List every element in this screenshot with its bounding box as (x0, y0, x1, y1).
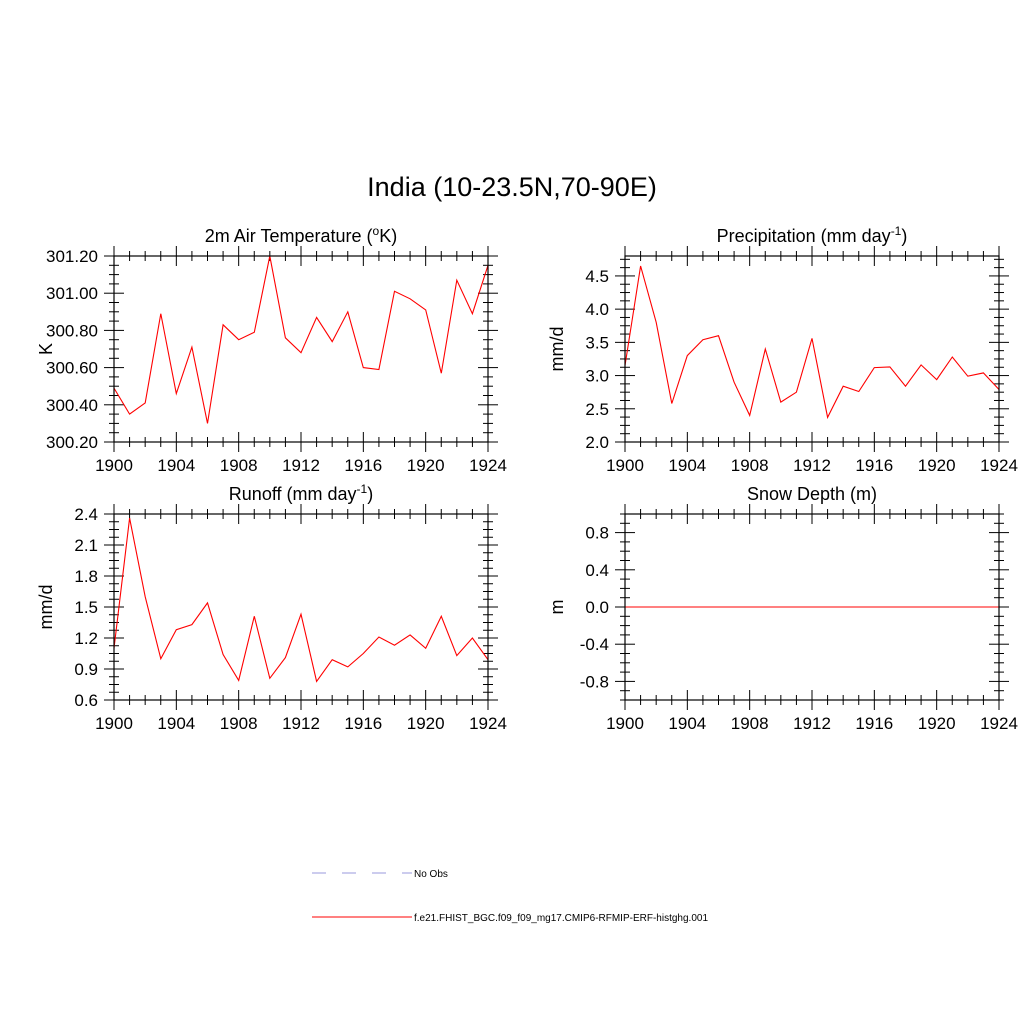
panel-title: Runoff (mm day-1) (229, 482, 373, 504)
y-tick-label: 0.6 (74, 691, 98, 710)
panel-title-end: ) (367, 484, 373, 504)
x-tick-label: 1900 (95, 714, 133, 733)
y-tick-label: 300.40 (46, 396, 98, 415)
y-tick-label: 1.5 (74, 598, 98, 617)
x-tick-label: 1908 (731, 714, 769, 733)
y-tick-label: -0.8 (580, 672, 609, 691)
y-tick-label: 3.5 (585, 333, 609, 352)
y-tick-label: 300.20 (46, 433, 98, 452)
y-tick-label: 300.60 (46, 359, 98, 378)
panel-title-text: Snow Depth (m) (747, 484, 877, 504)
x-tick-label: 1912 (793, 714, 831, 733)
y-tick-label: 0.9 (74, 660, 98, 679)
y-tick-label: 0.8 (585, 524, 609, 543)
y-tick-label: 2.0 (585, 433, 609, 452)
x-tick-label: 1920 (918, 714, 956, 733)
panel-title-text: Precipitation (mm day (717, 226, 891, 246)
legend-label-1: No Obs (414, 869, 448, 880)
plot-frame (113, 513, 489, 701)
plot-frame (113, 255, 489, 443)
panel-2: Precipitation (mm day-1) mm/d 1900 1904 1908… (547, 224, 1018, 475)
x-tick-label: 1920 (407, 714, 445, 733)
y-tick-label: 301.20 (46, 247, 98, 266)
legend-label-2: f.e21.FHIST_BGC.f09_f09_mg17.CMIP6-RFMIP… (414, 913, 708, 924)
panel-title-text: Runoff (mm day (229, 484, 357, 504)
y-tick-label: 2.1 (74, 536, 98, 555)
y-axis-label: mm/d (36, 585, 56, 630)
y-tick-label: 2.5 (585, 400, 609, 419)
x-tick-label: 1912 (282, 714, 320, 733)
panel-4: Snow Depth (m) m 1900 1904 1908 1912 1916 1920 1… (547, 484, 1018, 733)
y-tick-label: 3.0 (585, 367, 609, 386)
x-tick-label: 1908 (220, 714, 258, 733)
x-tick-label: 1916 (855, 456, 893, 475)
y-axis-label: mm/d (547, 327, 567, 372)
y-tick-label: 301.00 (46, 284, 98, 303)
series-line (113, 517, 489, 683)
panel-title-sup: -1 (891, 224, 902, 238)
y-axis-label: m (547, 600, 567, 615)
panel-title-text: 2m Air Temperature ( (205, 226, 373, 246)
panel-title-end: K) (379, 226, 397, 246)
panel-title-sup: -1 (357, 482, 368, 496)
y-tick-label: 1.8 (74, 567, 98, 586)
x-tick-label: 1904 (668, 714, 706, 733)
x-tick-label: 1912 (793, 456, 831, 475)
x-tick-label: 1908 (731, 456, 769, 475)
panel-3: Runoff (mm day-1) mm/d 1900 1904 1908 1912 191… (36, 482, 507, 733)
panel-title: Precipitation (mm day-1) (717, 224, 908, 246)
y-tick-label: 0.0 (585, 598, 609, 617)
x-tick-label: 1912 (282, 456, 320, 475)
y-axis-label: K (36, 343, 56, 355)
x-tick-label: 1908 (220, 456, 258, 475)
y-tick-label: -0.4 (580, 635, 609, 654)
y-tick-label: 4.0 (585, 300, 609, 319)
series-line (624, 265, 1000, 420)
x-tick-label: 1916 (344, 456, 382, 475)
y-tick-label: 2.4 (74, 505, 98, 524)
x-tick-label: 1924 (980, 714, 1018, 733)
series-line (113, 255, 489, 424)
panel-title-sup: o (373, 224, 380, 238)
panel-title: 2m Air Temperature (oK) (205, 224, 397, 246)
x-tick-label: 1900 (606, 714, 644, 733)
x-tick-label: 1924 (469, 714, 507, 733)
x-tick-label: 1924 (980, 456, 1018, 475)
x-tick-label: 1904 (157, 456, 195, 475)
x-tick-label: 1900 (606, 456, 644, 475)
x-tick-label: 1924 (469, 456, 507, 475)
y-tick-label: 4.5 (585, 267, 609, 286)
x-tick-label: 1916 (344, 714, 382, 733)
x-tick-label: 1900 (95, 456, 133, 475)
x-tick-label: 1904 (157, 714, 195, 733)
y-tick-label: 300.80 (46, 321, 98, 340)
legend: No Obs f.e21.FHIST_BGC.f09_f09_mg17.CMIP6… (312, 869, 708, 924)
panel-title-end: ) (901, 226, 907, 246)
x-tick-label: 1904 (668, 456, 706, 475)
x-tick-label: 1916 (855, 714, 893, 733)
panel-title: Snow Depth (m) (747, 484, 877, 504)
plot-frame (624, 255, 1000, 443)
plot-frame (624, 513, 1000, 701)
panel-1: 2m Air Temperature (oK) K 1900 1904 1908 1912… (36, 224, 507, 475)
x-tick-label: 1920 (918, 456, 956, 475)
y-tick-label: 1.2 (74, 629, 98, 648)
x-tick-label: 1920 (407, 456, 445, 475)
page-title: India (10-23.5N,70-90E) (367, 172, 657, 202)
y-tick-label: 0.4 (585, 561, 609, 580)
